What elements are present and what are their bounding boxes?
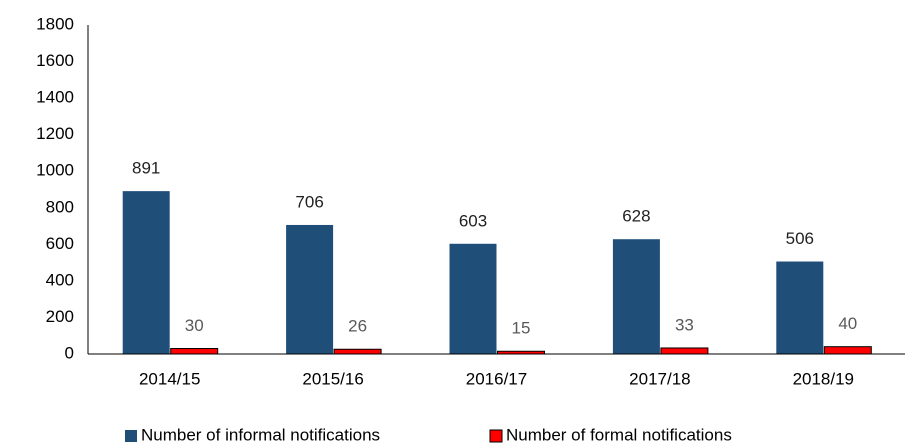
y-tick-label: 1600: [36, 51, 74, 70]
bar: [170, 348, 219, 355]
y-tick-label: 0: [65, 343, 74, 362]
x-tick-label: 2018/19: [793, 369, 854, 388]
y-tick-label: 800: [46, 197, 74, 216]
legend-label: Number of formal notifications: [506, 425, 732, 444]
y-tick-label: 1200: [36, 124, 74, 143]
bar: [660, 347, 709, 355]
x-tick-label: 2016/17: [466, 369, 527, 388]
data-label: 706: [295, 192, 323, 211]
data-label: 40: [838, 314, 857, 333]
bar: [776, 261, 824, 354]
y-tick-label: 1000: [36, 161, 74, 180]
bar: [823, 346, 872, 355]
x-tick-label: 2014/15: [139, 369, 200, 388]
bar: [612, 239, 660, 354]
data-label: 30: [185, 316, 204, 335]
data-label: 891: [132, 159, 160, 178]
y-tick-label: 1400: [36, 88, 74, 107]
y-tick-label: 200: [46, 307, 74, 326]
bar: [122, 191, 170, 354]
legend-swatch: [125, 430, 137, 442]
legend-label: Number of informal notifications: [141, 425, 380, 444]
y-tick-label: 400: [46, 270, 74, 289]
data-label: 603: [459, 211, 487, 230]
data-label: 26: [348, 317, 367, 336]
bar: [333, 348, 382, 355]
y-tick-label: 600: [46, 234, 74, 253]
data-label: 506: [786, 229, 814, 248]
data-label: 628: [622, 207, 650, 226]
x-tick-label: 2015/16: [302, 369, 363, 388]
legend-swatch: [489, 429, 503, 443]
data-label: 33: [675, 315, 694, 334]
x-tick-label: 2017/18: [629, 369, 690, 388]
data-label: 15: [512, 319, 531, 338]
y-tick-label: 1800: [36, 14, 74, 33]
bar: [286, 224, 334, 354]
bar: [449, 243, 497, 354]
